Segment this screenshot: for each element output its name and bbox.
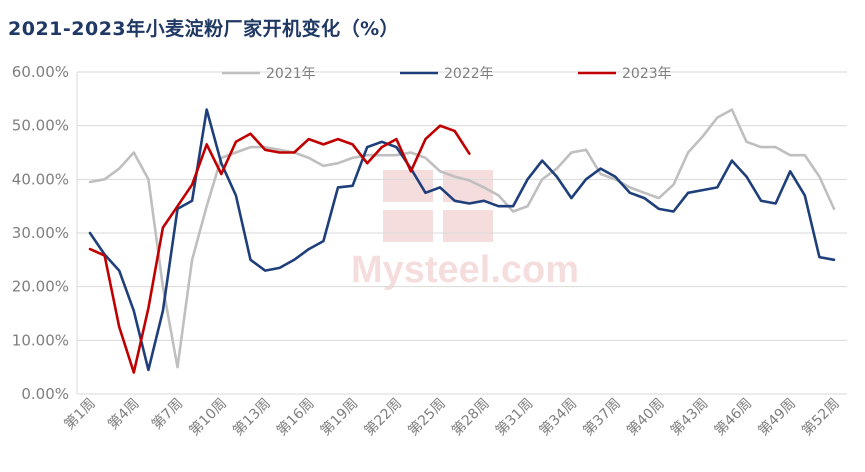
series-line-1 xyxy=(88,108,836,372)
y-tick-label: 0.00% xyxy=(21,385,69,403)
y-tick-label: 50.00% xyxy=(12,117,69,135)
x-tick-label: 第25周 xyxy=(405,395,449,439)
y-tick-label: 10.00% xyxy=(12,331,69,349)
series-line-2 xyxy=(88,124,471,374)
x-tick-label: 第13周 xyxy=(229,395,273,439)
legend: 2021年 2022年 2023年 xyxy=(222,66,672,82)
y-tick-label: 60.00% xyxy=(12,63,69,81)
x-tick-label: 第40周 xyxy=(623,395,667,439)
x-tick-label: 第37周 xyxy=(580,395,624,439)
x-tick-label: 第4周 xyxy=(104,395,142,433)
x-tick-label: 第10周 xyxy=(186,395,230,439)
x-tick-label: 第34周 xyxy=(536,395,580,439)
gridlines xyxy=(77,71,847,395)
x-tick-label: 第28周 xyxy=(448,395,492,439)
legend-label-1: 2022年 xyxy=(444,66,494,82)
y-axis: 0.00% 10.00% 20.00% 30.00% 40.00% 50.00% 60.00… xyxy=(12,63,78,403)
x-axis: 第1周 第4周 第7周 第10周 第13周 第16周 第19周 第22周 第25周 第28周 第31… xyxy=(61,393,847,439)
watermark: Mysteel.com xyxy=(351,170,579,291)
legend-label-0: 2021年 xyxy=(266,66,316,82)
series-line-0 xyxy=(88,108,836,369)
series-lines xyxy=(88,108,836,374)
x-tick-label: 第31周 xyxy=(492,395,536,439)
y-tick-label: 20.00% xyxy=(12,278,69,296)
y-tick-label: 40.00% xyxy=(12,170,69,188)
x-tick-label: 第19周 xyxy=(317,395,361,439)
x-tick-label: 第7周 xyxy=(148,395,186,433)
x-tick-label: 第49周 xyxy=(755,395,799,439)
x-tick-label: 第22周 xyxy=(361,395,405,439)
x-tick-label: 第16周 xyxy=(273,395,317,439)
x-tick-label: 第43周 xyxy=(667,395,711,439)
x-tick-label: 第52周 xyxy=(798,395,842,439)
chart-title: 2021-2023年小麦淀粉厂家开机变化（%） xyxy=(8,18,400,40)
svg-text:Mysteel.com: Mysteel.com xyxy=(351,249,579,291)
x-tick-label: 第46周 xyxy=(711,395,755,439)
y-tick-label: 30.00% xyxy=(12,224,69,242)
legend-label-2: 2023年 xyxy=(622,66,672,82)
